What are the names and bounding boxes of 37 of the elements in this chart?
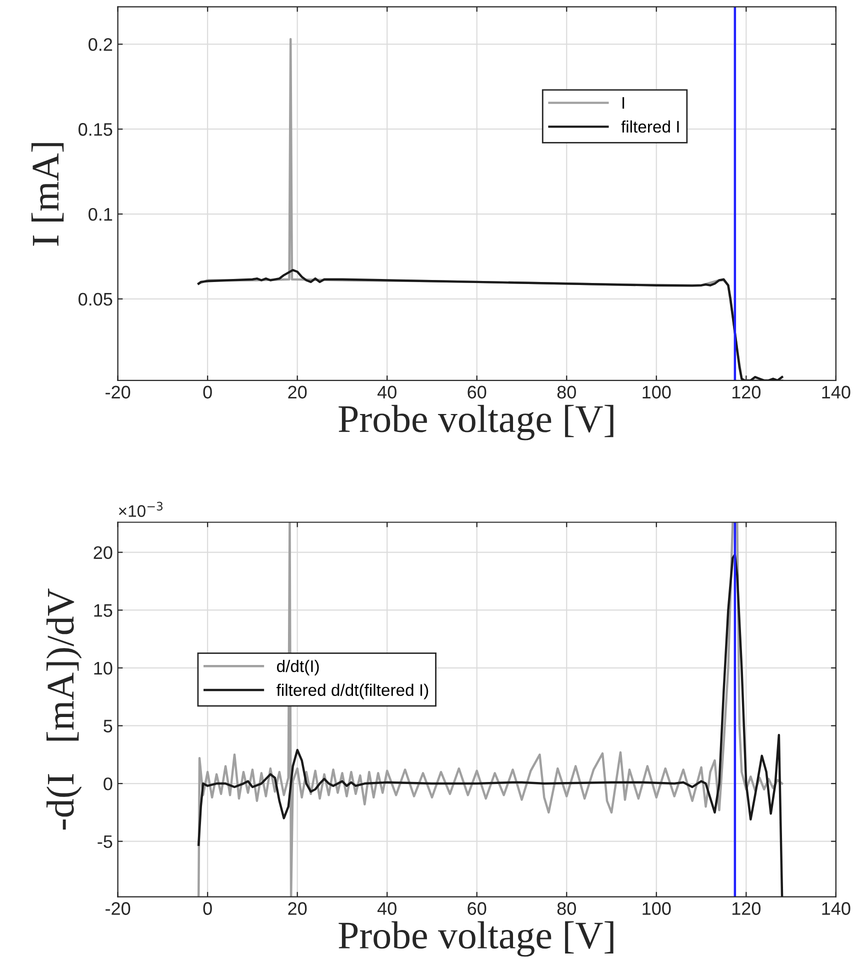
x-tick-label: 20 bbox=[288, 902, 307, 915]
x-axis-title: Probe voltage [V] bbox=[338, 921, 614, 957]
x-tick-label: 40 bbox=[377, 902, 396, 915]
x-tick-label: -20 bbox=[106, 386, 130, 399]
x-tick-label: 100 bbox=[642, 386, 671, 399]
text: ×10$^{−3}$ bbox=[118, 502, 163, 517]
legend-label: I bbox=[622, 97, 624, 109]
x-tick-label: 0 bbox=[203, 902, 212, 915]
y-tick-label: 0.05 bbox=[78, 292, 112, 306]
x-tick-label: 100 bbox=[642, 902, 671, 915]
x-tick-label: 60 bbox=[468, 902, 486, 915]
y-tick-label: 15 bbox=[94, 604, 112, 617]
x-tick-label: -20 bbox=[106, 902, 130, 915]
y-tick-label: 5 bbox=[104, 720, 112, 732]
legend-label: d/dt(I) bbox=[276, 660, 319, 676]
x-tick-label: 140 bbox=[822, 386, 850, 399]
y-tick-label: 0 bbox=[104, 777, 112, 790]
x-tick-label: 60 bbox=[468, 386, 486, 399]
y-axis-title: I [mA] bbox=[31, 143, 64, 246]
y-tick-label: -5 bbox=[98, 835, 112, 848]
x-tick-label: 120 bbox=[732, 902, 761, 915]
y-tick-label: 10 bbox=[94, 662, 112, 675]
y-tick-label: 20 bbox=[94, 546, 112, 560]
x-tick-label: 80 bbox=[557, 386, 576, 399]
x-tick-label: 0 bbox=[203, 386, 212, 399]
x-tick-label: 120 bbox=[732, 386, 761, 399]
x-tick-label: 80 bbox=[557, 902, 576, 915]
x-tick-label: 20 bbox=[288, 386, 307, 399]
y-axis-title: -d(I [mA])/dV bbox=[46, 588, 82, 830]
legend-label: filtered I bbox=[621, 120, 679, 133]
y-tick-label: 0.1 bbox=[88, 208, 112, 221]
x-axis-title: Probe voltage [V] bbox=[338, 404, 614, 440]
x-tick-label: 40 bbox=[377, 386, 396, 399]
x-tick-label: 140 bbox=[822, 902, 850, 915]
legend-label: filtered d/dt(filtered I) bbox=[276, 684, 428, 700]
y-tick-label: 0.15 bbox=[78, 123, 112, 136]
y-tick-label: 0.2 bbox=[88, 38, 112, 51]
